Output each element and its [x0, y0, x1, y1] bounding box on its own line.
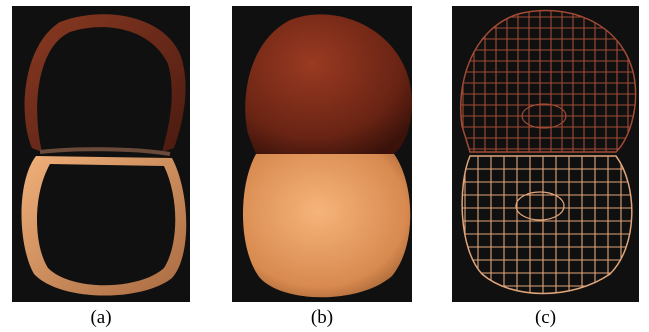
lower-pole-ring	[515, 191, 565, 221]
cross-section-svg	[21, 14, 187, 296]
upper-wire-outline	[459, 9, 637, 153]
cross-section-render	[12, 6, 190, 302]
caption-c: (c)	[534, 307, 557, 328]
upper-wire-mesh	[460, 10, 636, 153]
upper-solid-shape	[245, 14, 412, 154]
upper-pole-ring	[521, 103, 567, 129]
lower-wire-outline	[461, 155, 633, 295]
lower-solid-shape	[242, 154, 411, 298]
equator-seam	[39, 147, 171, 156]
solid-surface-svg	[242, 14, 412, 298]
wireframe-svg	[459, 9, 637, 295]
lower-wire-mesh	[462, 156, 632, 294]
solid-surface-render	[232, 6, 412, 302]
caption-a: (a)	[90, 307, 112, 328]
caption-b: (b)	[310, 307, 334, 328]
wireframe-render	[452, 6, 639, 302]
lower-ring-shape	[21, 156, 187, 296]
upper-ring-shape	[24, 14, 186, 153]
